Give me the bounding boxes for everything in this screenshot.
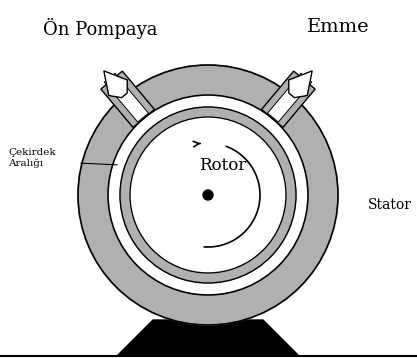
Polygon shape [289,71,312,98]
Circle shape [78,65,338,325]
Polygon shape [261,71,315,127]
Circle shape [203,190,213,200]
Polygon shape [268,73,312,122]
Text: Ön Pompaya: Ön Pompaya [43,18,157,39]
Polygon shape [104,73,148,122]
Circle shape [120,107,296,283]
Circle shape [108,95,308,295]
Text: Rotor: Rotor [199,156,247,174]
Text: Stator: Stator [368,198,412,212]
Circle shape [130,117,286,273]
Text: Çekirdek
Aralığı: Çekirdek Aralığı [8,148,55,168]
Polygon shape [104,71,127,98]
Text: Emme: Emme [307,18,370,36]
Polygon shape [101,71,154,127]
Polygon shape [118,320,298,355]
